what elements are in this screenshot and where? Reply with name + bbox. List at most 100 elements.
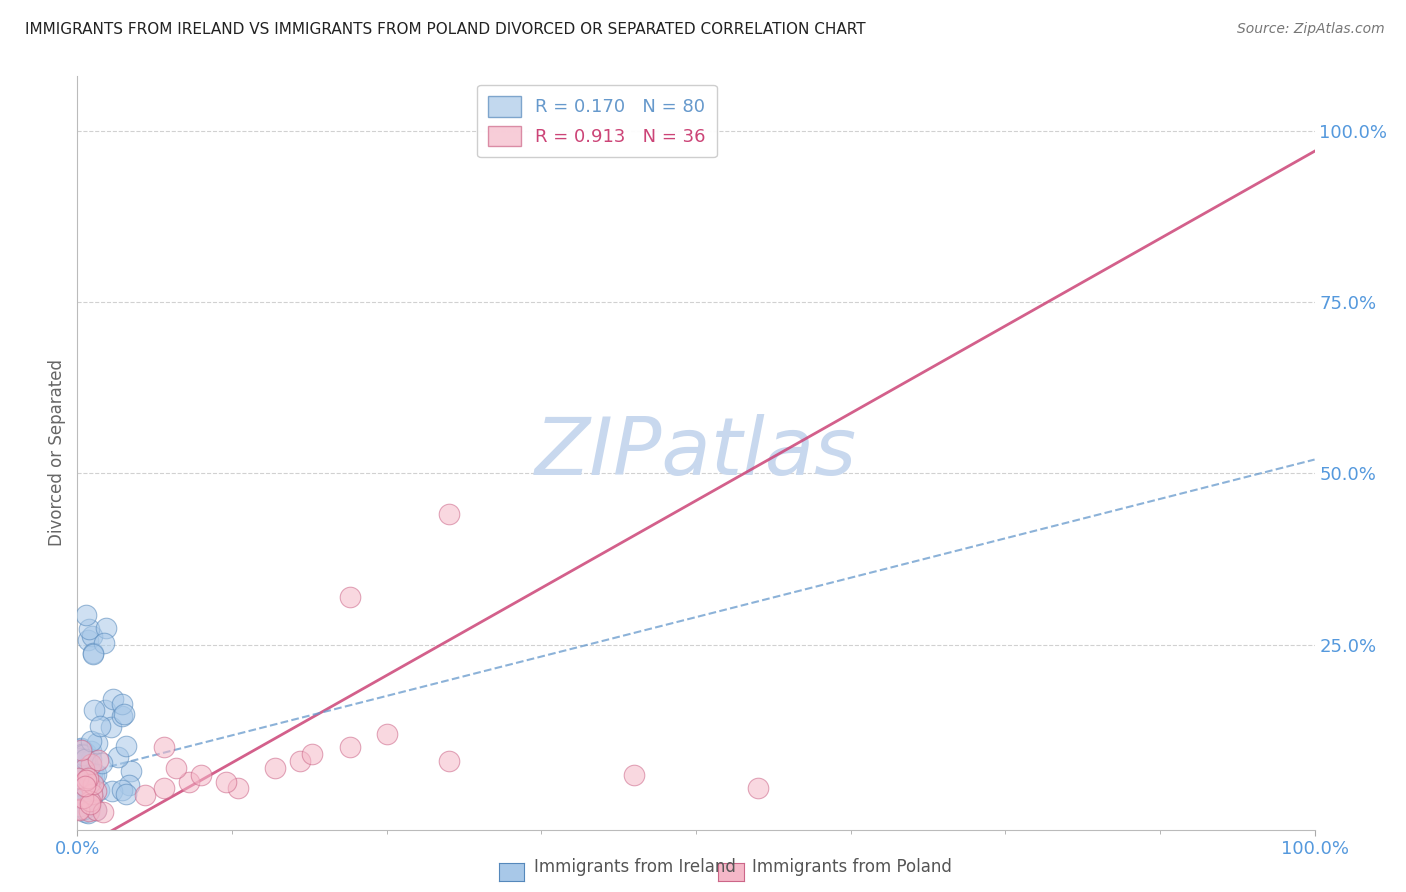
Point xyxy=(93,703,115,717)
Point xyxy=(75,764,97,779)
Point xyxy=(118,778,141,792)
Point xyxy=(301,747,323,761)
Point xyxy=(82,777,104,791)
Point xyxy=(66,772,89,786)
Point xyxy=(73,762,96,776)
Point xyxy=(79,798,101,813)
Point xyxy=(79,757,101,772)
Point xyxy=(100,720,122,734)
Point xyxy=(86,803,108,817)
Point xyxy=(112,706,135,721)
Point xyxy=(89,719,111,733)
Point xyxy=(107,749,129,764)
Point xyxy=(80,756,103,771)
Point xyxy=(75,789,97,803)
Point xyxy=(747,781,769,796)
Point xyxy=(79,794,101,808)
Point xyxy=(67,778,90,792)
Point xyxy=(115,739,138,754)
Point xyxy=(77,804,100,818)
Point xyxy=(103,692,125,706)
Point xyxy=(86,736,108,750)
Point xyxy=(153,740,176,755)
Point xyxy=(77,792,100,806)
Point xyxy=(437,754,460,768)
Point xyxy=(70,777,93,791)
Point xyxy=(67,756,90,771)
Point xyxy=(67,802,90,816)
Point xyxy=(70,789,93,804)
Point xyxy=(75,764,97,778)
Point xyxy=(114,788,136,802)
Point xyxy=(82,773,104,788)
Point xyxy=(73,769,96,783)
Text: Immigrants from Ireland: Immigrants from Ireland xyxy=(534,858,737,876)
Point xyxy=(86,766,108,780)
Point xyxy=(80,752,103,766)
Y-axis label: Divorced or Separated: Divorced or Separated xyxy=(48,359,66,546)
Point xyxy=(69,742,91,756)
Point xyxy=(77,633,100,648)
Point xyxy=(111,697,134,711)
Point xyxy=(288,754,311,768)
Point xyxy=(86,753,108,767)
Point xyxy=(82,647,104,661)
Point xyxy=(70,741,93,756)
Point xyxy=(77,768,100,782)
Point xyxy=(120,764,142,778)
Point xyxy=(72,747,94,762)
Point xyxy=(82,630,104,644)
Point xyxy=(75,751,97,765)
Point xyxy=(70,791,93,805)
Point xyxy=(80,734,103,748)
Point xyxy=(73,796,96,810)
Point xyxy=(91,756,114,770)
Point xyxy=(177,774,200,789)
Point xyxy=(75,607,97,622)
Point xyxy=(73,805,96,819)
Text: Immigrants from Poland: Immigrants from Poland xyxy=(752,858,952,876)
Point xyxy=(623,768,645,782)
Point xyxy=(226,781,249,796)
Point xyxy=(72,790,94,805)
Text: IMMIGRANTS FROM IRELAND VS IMMIGRANTS FROM POLAND DIVORCED OR SEPARATED CORRELAT: IMMIGRANTS FROM IRELAND VS IMMIGRANTS FR… xyxy=(25,22,866,37)
Text: ZIPatlas: ZIPatlas xyxy=(534,414,858,491)
Point xyxy=(437,508,460,522)
Point xyxy=(70,747,93,762)
Point xyxy=(70,767,93,781)
Point xyxy=(79,797,101,812)
Point xyxy=(69,798,91,813)
Point xyxy=(75,746,97,760)
Point xyxy=(82,646,104,660)
Point xyxy=(69,742,91,756)
Point xyxy=(79,760,101,774)
Point xyxy=(69,763,91,777)
Point xyxy=(87,782,110,797)
Point xyxy=(215,774,238,789)
Point xyxy=(77,792,100,806)
Point xyxy=(72,755,94,769)
Point xyxy=(77,806,100,821)
Point xyxy=(83,768,105,782)
Point xyxy=(66,753,89,767)
Point xyxy=(79,776,101,790)
Point xyxy=(375,726,398,740)
Point xyxy=(75,780,97,794)
Point xyxy=(110,783,132,797)
Point xyxy=(70,743,93,757)
Point xyxy=(75,773,97,788)
Point xyxy=(70,788,93,802)
Legend: R = 0.170   N = 80, R = 0.913   N = 36: R = 0.170 N = 80, R = 0.913 N = 36 xyxy=(478,85,717,157)
Point xyxy=(73,780,96,794)
Point xyxy=(77,762,100,776)
Point xyxy=(66,774,89,789)
Point xyxy=(339,590,361,604)
Point xyxy=(76,771,98,785)
Point xyxy=(93,636,115,650)
Point xyxy=(86,784,108,798)
Point xyxy=(69,780,91,794)
Point xyxy=(190,768,212,782)
Point xyxy=(165,761,187,775)
Point xyxy=(72,765,94,780)
Point xyxy=(134,789,156,803)
